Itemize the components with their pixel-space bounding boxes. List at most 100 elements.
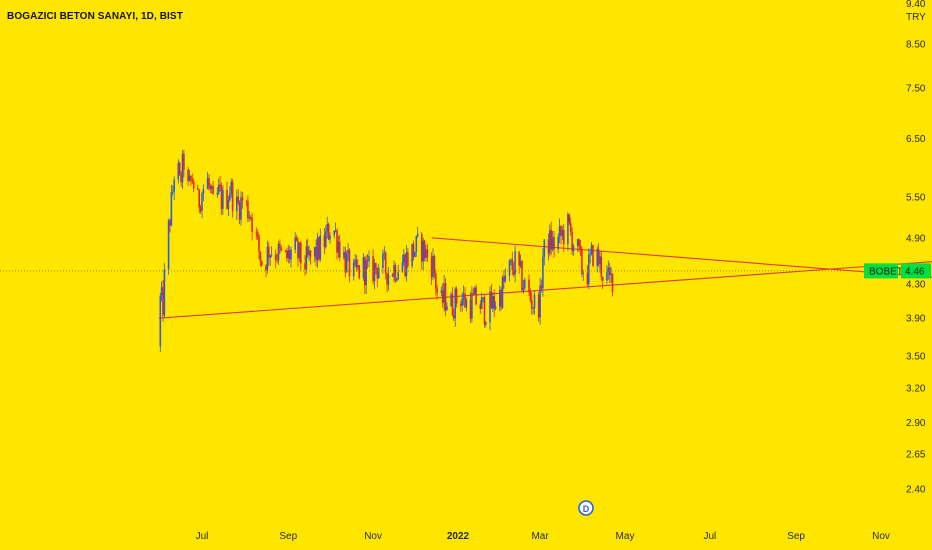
candle-body <box>355 259 358 268</box>
candle-body <box>236 196 238 212</box>
candle-body <box>592 245 594 266</box>
candle-body <box>183 153 185 170</box>
candle-body <box>277 243 280 261</box>
candle-body <box>455 288 458 304</box>
candle-body <box>524 279 526 288</box>
candle-body <box>471 293 473 319</box>
candle-body <box>532 308 534 309</box>
time-axis[interactable]: Jul Sep Nov 2022 Mar May Jul Sep Nov <box>196 531 890 542</box>
candle-body <box>222 189 224 209</box>
candle-body <box>160 287 163 296</box>
candle-body <box>551 237 554 250</box>
price-axis[interactable]: 9.40 TRY 8.50 7.50 6.50 5.50 4.90 4.30 3.90 3.5… <box>906 0 926 496</box>
candle-body <box>201 193 203 212</box>
candle-body <box>416 233 419 237</box>
candle-body <box>578 239 580 247</box>
candle-body <box>460 303 462 306</box>
candle-body <box>588 254 590 285</box>
candle-body <box>167 220 170 270</box>
candle-body <box>241 197 244 201</box>
candle-body <box>531 300 533 309</box>
time-tick-label: Nov <box>364 531 382 542</box>
candle-body <box>386 272 388 285</box>
price-axis-cut-label: 9.40 <box>906 0 926 10</box>
candle-body <box>173 179 175 192</box>
candle-body <box>338 241 341 258</box>
candle-body <box>372 256 374 282</box>
candle-body <box>337 241 340 253</box>
trendline[interactable] <box>431 237 932 280</box>
candle-body <box>501 277 504 308</box>
candle-body <box>453 315 455 319</box>
candle-body <box>537 294 540 318</box>
candle-body <box>190 175 192 180</box>
candle-body <box>426 249 429 258</box>
candle-body <box>383 252 386 254</box>
candle-body <box>268 246 270 258</box>
candle-body <box>318 237 320 260</box>
price-tick-label: 3.50 <box>906 352 926 363</box>
candle-body <box>305 246 308 270</box>
candle-body <box>610 273 612 275</box>
candle-body <box>529 292 532 301</box>
price-tick-label: 4.30 <box>906 279 926 290</box>
candle-body <box>170 192 173 226</box>
candle-body <box>210 186 213 189</box>
price-tick-label: 8.50 <box>906 40 926 51</box>
candle-body <box>601 276 604 281</box>
dividend-event-label: D <box>583 504 590 514</box>
candle-body <box>309 250 312 257</box>
candle-body <box>607 267 610 273</box>
candle-body <box>159 295 162 347</box>
dividend-event-icon[interactable]: D <box>578 500 594 516</box>
candle-body <box>256 232 259 236</box>
candle-body <box>220 187 223 209</box>
candle-body <box>249 217 252 218</box>
candle-body <box>543 239 546 257</box>
candle-body <box>596 249 598 266</box>
candle-body <box>343 251 345 258</box>
candle-body <box>231 182 234 212</box>
candle-body <box>162 287 164 316</box>
candle-body <box>329 235 331 240</box>
candle-body <box>209 186 212 189</box>
candle-body <box>358 265 360 279</box>
candle-body <box>238 202 241 220</box>
candle-body <box>563 230 565 245</box>
candle-body <box>280 247 283 251</box>
price-tick-label: 7.50 <box>906 84 926 95</box>
candle-body <box>561 230 564 236</box>
candle-body <box>472 293 475 295</box>
candle-body <box>454 288 456 319</box>
candle-body <box>581 249 583 274</box>
candle-body <box>576 239 579 246</box>
candle-body <box>432 255 434 278</box>
candle-body <box>364 257 366 286</box>
candle-body <box>377 268 380 279</box>
candle-body <box>394 265 397 281</box>
candle-body <box>269 255 271 258</box>
candle-body <box>325 231 327 247</box>
candle-body <box>375 263 377 269</box>
candle-body <box>482 297 484 298</box>
chart-title: BOGAZICI BETON SANAYI, 1D, BIST <box>7 11 183 22</box>
candle-body <box>533 294 536 309</box>
last-price-badge: 4.46 <box>901 263 931 279</box>
candle-body <box>600 256 603 277</box>
last-price-value: 4.46 <box>905 266 925 277</box>
candle-body <box>469 300 472 319</box>
candle-body <box>288 250 291 260</box>
candle-body <box>391 274 394 277</box>
candle-body <box>366 260 369 262</box>
candle-body <box>348 250 351 277</box>
symbol-badge: BOBET <box>864 263 903 279</box>
candle-body <box>313 247 316 257</box>
candle-body <box>286 251 288 259</box>
candle-body <box>336 230 338 253</box>
candle-body <box>493 296 495 309</box>
candle-body <box>368 256 370 262</box>
candle-body <box>172 191 174 193</box>
candle-body <box>295 237 298 241</box>
candle-body <box>499 290 501 307</box>
